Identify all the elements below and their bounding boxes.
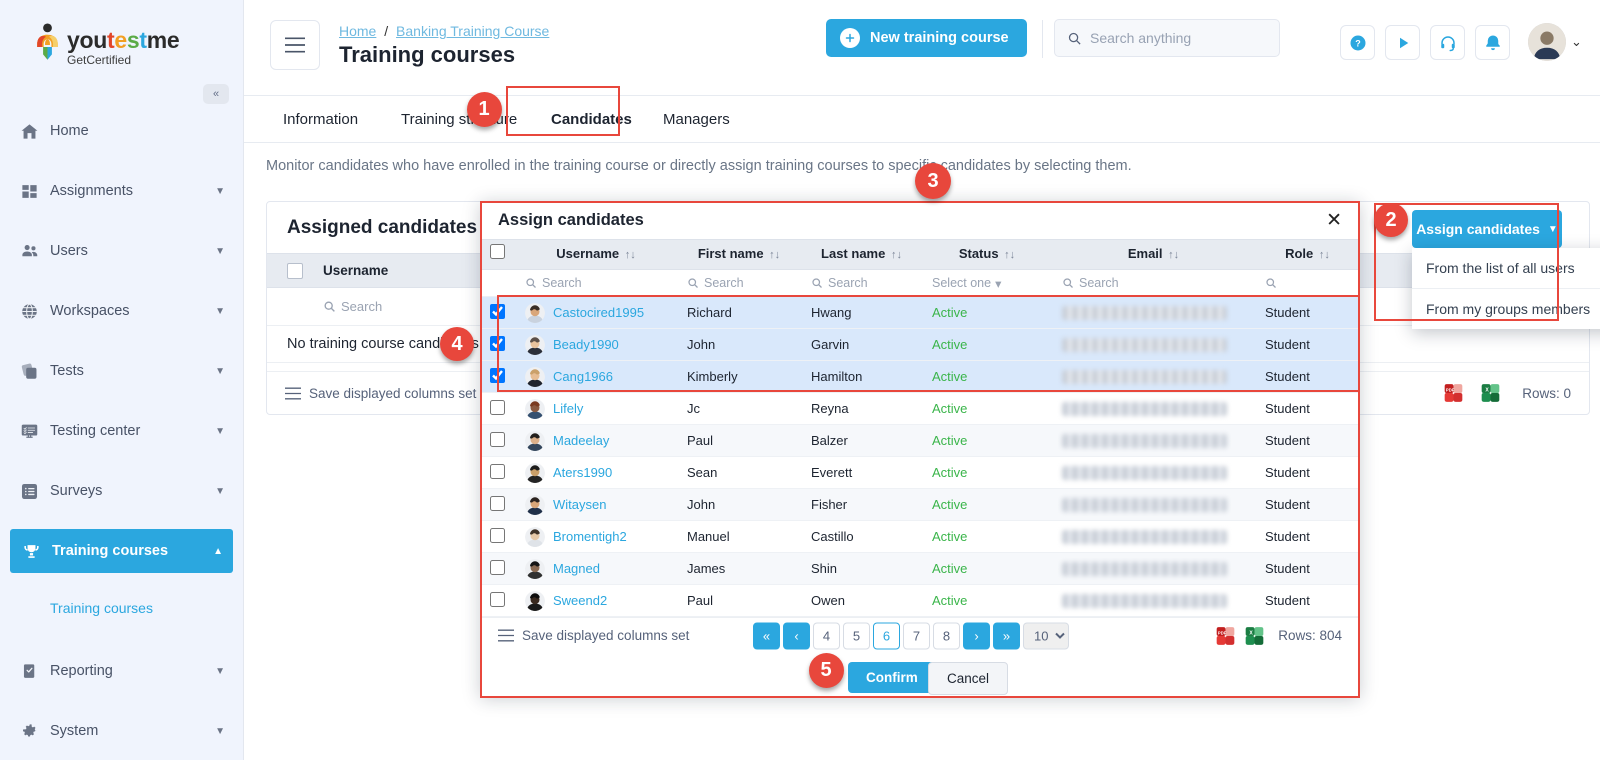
svg-text:PDF: PDF — [1446, 387, 1455, 392]
svg-text:PDF: PDF — [1218, 630, 1227, 635]
svg-text:?: ? — [1355, 38, 1361, 48]
